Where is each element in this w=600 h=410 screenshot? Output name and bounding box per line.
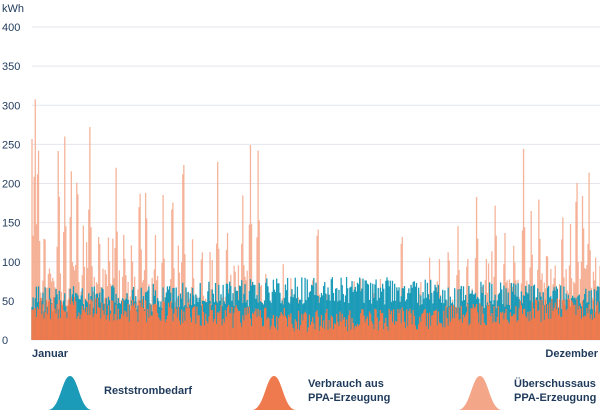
y-tick-labels: 0 50 100 150 200 250 300 350 400: [2, 22, 20, 347]
y-tick-label: 400: [2, 22, 20, 34]
y-tick-label: 0: [2, 335, 8, 347]
x-start-label: Januar: [32, 348, 69, 360]
y-tick-label: 300: [2, 100, 20, 112]
legend-label-line2: PPA-Erzeugung: [308, 392, 391, 404]
energy-chart: 0 50 100 150 200 250 300 350 400 kWh Januar Deze…: [2, 3, 600, 360]
bell-curve-icon: [458, 376, 502, 410]
legend-label: Reststrombedarf: [104, 385, 193, 397]
legend-item-surplus: Überschussaus PPA-Erzeugung: [458, 372, 596, 410]
legend-label-line2: PPA-Erzeugung: [514, 392, 597, 404]
legend-label-line1: Verbrauch aus: [308, 378, 384, 390]
x-end-label: Dezember: [545, 348, 598, 360]
y-tick-label: 50: [2, 296, 14, 308]
y-tick-label: 200: [2, 179, 20, 191]
bell-curve-icon: [252, 376, 296, 410]
bell-curve-icon: [48, 376, 92, 410]
y-tick-label: 250: [2, 139, 20, 151]
y-tick-label: 350: [2, 61, 20, 73]
y-tick-label: 100: [2, 257, 20, 269]
legend-item-ppa-consumption: Verbrauch aus PPA-Erzeugung: [252, 372, 390, 410]
legend-label-line1: Überschussaus: [514, 378, 596, 390]
legend-item-reststrombedarf: Reststrombedarf: [48, 372, 192, 410]
ppa-consumption-series: [31, 296, 600, 340]
y-unit-label: kWh: [2, 3, 24, 15]
y-tick-label: 150: [2, 218, 20, 230]
